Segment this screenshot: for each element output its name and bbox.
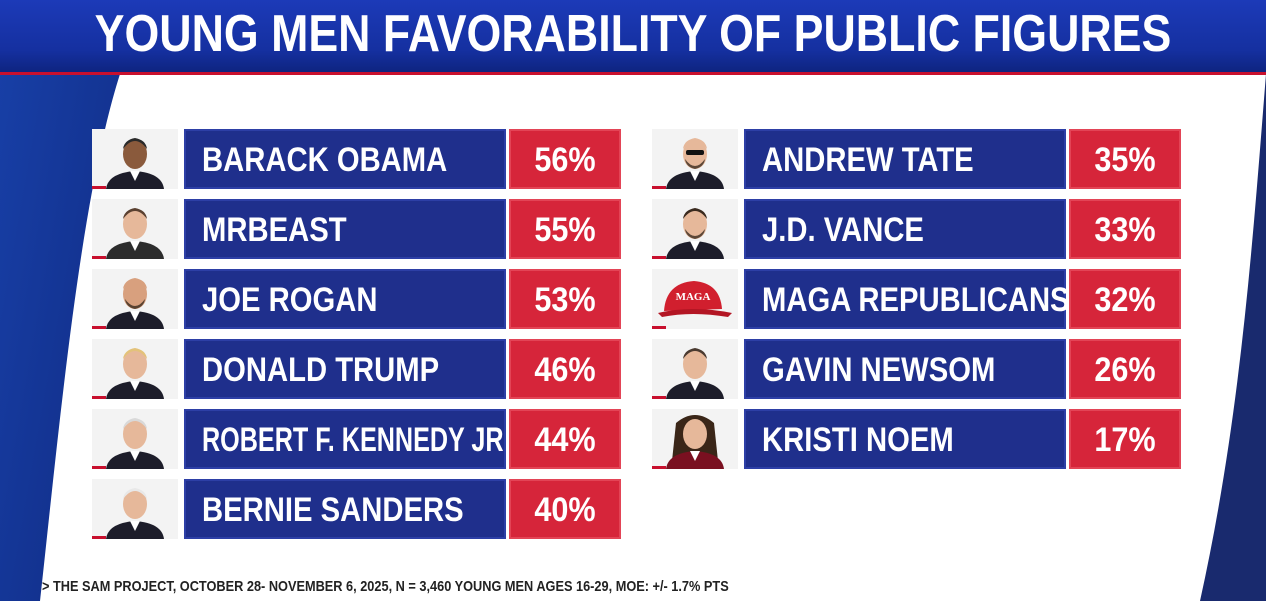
- portrait-sanders-icon: [92, 479, 178, 539]
- favorability-value-box: 46%: [509, 339, 621, 399]
- favorability-value: 56%: [534, 141, 596, 179]
- figure-name-box: BERNIE SANDERS: [184, 479, 506, 539]
- figure-name: BERNIE SANDERS: [202, 491, 464, 529]
- figure-name-box: JOE ROGAN: [184, 269, 506, 329]
- figure-name-box: ROBERT F. KENNEDY JR: [184, 409, 506, 469]
- maga-hat-icon: MAGA: [652, 269, 738, 329]
- figure-name: MAGA REPUBLICANS: [762, 281, 1070, 319]
- portrait-newsom-icon: [652, 339, 738, 399]
- title-bar: YOUNG MEN FAVORABILITY OF PUBLIC FIGURES: [0, 0, 1266, 75]
- favorability-value-box: 32%: [1069, 269, 1181, 329]
- favorability-value-box: 56%: [509, 129, 621, 189]
- figure-name: MRBEAST: [202, 211, 347, 249]
- figure-name: KRISTI NOEM: [762, 421, 954, 459]
- figure-name-box: KRISTI NOEM: [744, 409, 1066, 469]
- favorability-value-box: 17%: [1069, 409, 1181, 469]
- favorability-value: 44%: [534, 421, 596, 459]
- favorability-value-box: 33%: [1069, 199, 1181, 259]
- portrait-noem-icon: [652, 409, 738, 469]
- figure-name: JOE ROGAN: [202, 281, 378, 319]
- figure-name: GAVIN NEWSOM: [762, 351, 996, 389]
- favorability-value-box: 44%: [509, 409, 621, 469]
- favorability-value: 46%: [534, 351, 596, 389]
- figure-name: J.D. VANCE: [762, 211, 924, 249]
- source-note: > THE SAM PROJECT, OCTOBER 28- NOVEMBER …: [42, 578, 729, 595]
- favorability-value: 55%: [534, 211, 596, 249]
- figure-name: ROBERT F. KENNEDY JR: [202, 421, 504, 459]
- favorability-value: 33%: [1094, 211, 1156, 249]
- figure-name: DONALD TRUMP: [202, 351, 440, 389]
- figure-name-box: MRBEAST: [184, 199, 506, 259]
- favorability-value-box: 40%: [509, 479, 621, 539]
- portrait-rogan-icon: [92, 269, 178, 329]
- portrait-rfk-icon: [92, 409, 178, 469]
- favorability-value: 40%: [534, 491, 596, 529]
- favorability-value-box: 53%: [509, 269, 621, 329]
- favorability-value: 26%: [1094, 351, 1156, 389]
- favorability-value: 53%: [534, 281, 596, 319]
- favorability-value: 17%: [1094, 421, 1156, 459]
- figure-name: BARACK OBAMA: [202, 141, 448, 179]
- svg-text:MAGA: MAGA: [676, 291, 711, 303]
- portrait-tate-icon: [652, 129, 738, 189]
- portrait-vance-icon: [652, 199, 738, 259]
- figure-name: ANDREW TATE: [762, 141, 974, 179]
- figure-name-box: J.D. VANCE: [744, 199, 1066, 259]
- portrait-mrbeast-icon: [92, 199, 178, 259]
- portrait-obama-icon: [92, 129, 178, 189]
- favorability-value-box: 55%: [509, 199, 621, 259]
- figure-name-box: BARACK OBAMA: [184, 129, 506, 189]
- portrait-trump-icon: [92, 339, 178, 399]
- chart-title: YOUNG MEN FAVORABILITY OF PUBLIC FIGURES: [94, 5, 1172, 63]
- figure-name-box: DONALD TRUMP: [184, 339, 506, 399]
- favorability-value-box: 26%: [1069, 339, 1181, 399]
- favorability-value: 32%: [1094, 281, 1156, 319]
- figure-name-box: GAVIN NEWSOM: [744, 339, 1066, 399]
- figure-name-box: MAGA REPUBLICANS: [744, 269, 1070, 329]
- figure-name-box: ANDREW TATE: [744, 129, 1066, 189]
- favorability-value-box: 35%: [1069, 129, 1181, 189]
- favorability-value: 35%: [1094, 141, 1156, 179]
